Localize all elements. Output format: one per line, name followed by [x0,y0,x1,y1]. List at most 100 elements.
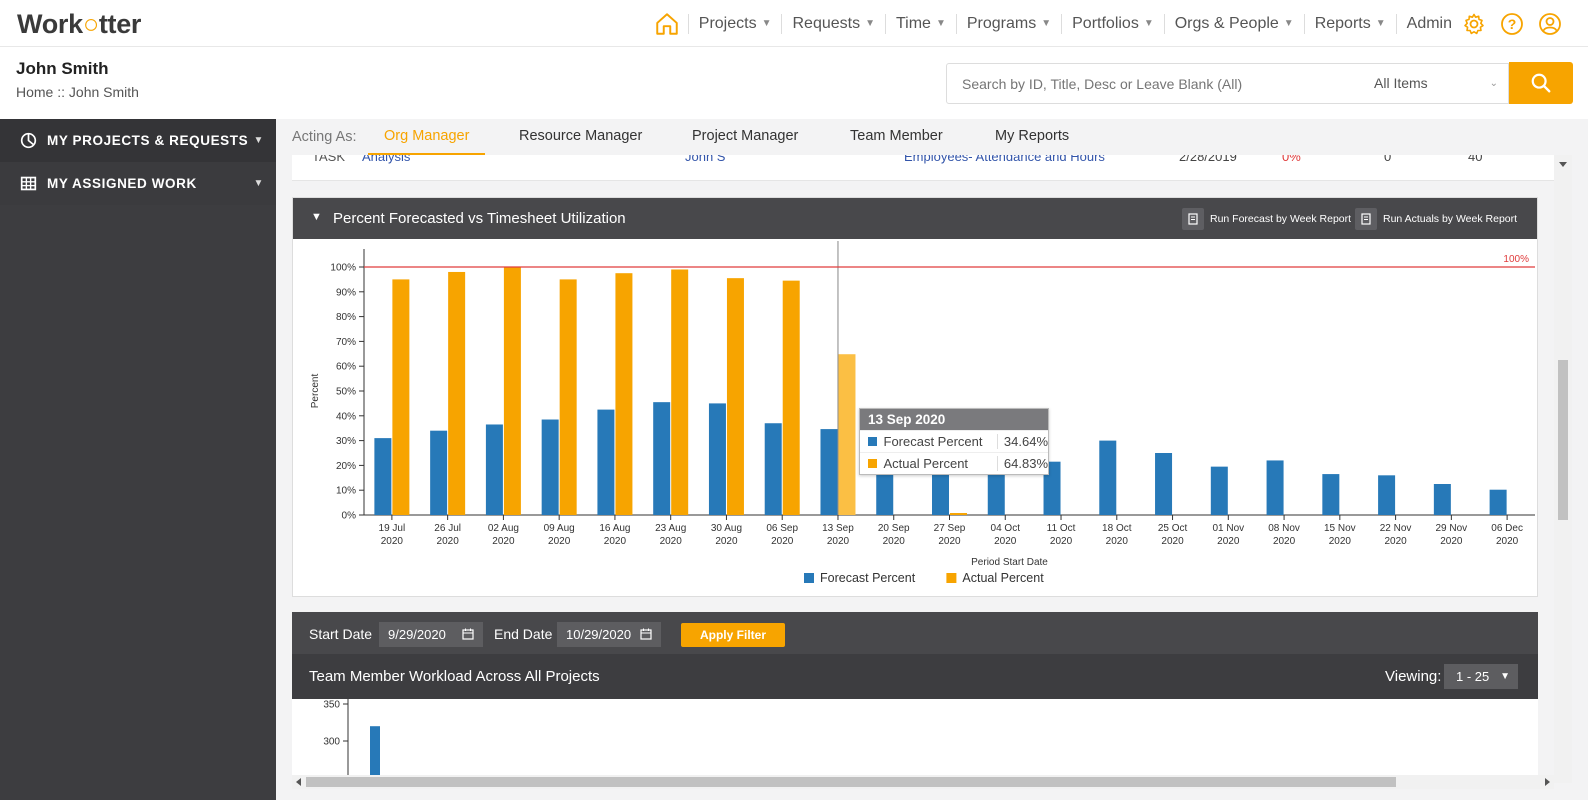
tab-org-manager[interactable]: Org Manager [368,128,486,155]
collapse-chevron-icon[interactable]: ▼ [311,211,322,223]
x-tick-label: 2020 [548,536,571,547]
calendar-icon[interactable] [640,628,652,640]
forecast-bar [430,430,448,515]
forecast-bar [1322,474,1340,515]
x-tick-label: 2020 [1440,536,1463,547]
scrollbar-thumb[interactable] [1558,360,1568,520]
search-input[interactable] [946,63,1360,104]
actual-bar [838,354,856,515]
acting-as-label: Acting As: [292,129,357,145]
scrollbar-thumb[interactable] [306,777,1396,787]
chevron-down-icon: ▼ [865,18,875,29]
tab-resource-manager[interactable]: Resource Manager [519,128,643,144]
x-tick-label: 08 Nov [1268,523,1300,534]
search-scope-select[interactable]: All Items ⌄ [1359,63,1509,104]
end-date-input[interactable]: 10/29/2020 [557,622,661,647]
forecast-bar [1266,460,1284,515]
sidebar-item-label: MY ASSIGNED WORK [47,176,197,191]
x-tick-label: 06 Sep [766,523,798,534]
horizontal-scrollbar[interactable] [292,775,1554,789]
forecast-bar [1489,489,1507,515]
x-tick-label: 11 Oct [1047,523,1076,534]
run-forecast-report-button[interactable]: Run Forecast by Week Report [1182,207,1351,231]
nav-programs[interactable]: Programs ▼ [955,13,1061,34]
nav-time[interactable]: Time ▼ [884,13,956,34]
y-tick-label: 70% [336,337,356,348]
help-icon[interactable]: ? [1500,12,1524,36]
scroll-right-arrow-icon[interactable] [1545,778,1550,786]
calendar-icon[interactable] [462,628,474,640]
grid-icon [20,176,37,191]
apply-filter-button[interactable]: Apply Filter [681,623,785,647]
gear-icon[interactable] [1462,12,1486,36]
nav-projects[interactable]: Projects ▼ [687,13,782,34]
chevron-down-icon: ▼ [1283,18,1294,29]
actual-bar [950,513,967,515]
x-tick-label: 2020 [771,536,794,547]
row-owner-link[interactable]: John S [685,155,726,164]
chevron-down-icon: ▼ [253,135,264,146]
chevron-down-icon: ▼ [1041,18,1052,29]
run-actuals-report-button[interactable]: Run Actuals by Week Report [1355,207,1517,231]
forecast-bar [653,402,671,515]
forecast-bar [764,423,782,515]
x-tick-label: 02 Aug [488,523,519,534]
forecast-bar [820,429,838,515]
report-icon [1355,208,1377,230]
tooltip-row-forecast: Forecast Percent 34.64% [860,430,1048,452]
legend-swatch [804,573,814,583]
nav-portfolios[interactable]: Portfolios ▼ [1061,13,1164,34]
workotter-logo[interactable]: Work○tter [17,9,142,39]
row-name-link[interactable]: Analysis [362,155,411,164]
tab-project-manager[interactable]: Project Manager [692,128,799,144]
y-tick-label: 40% [336,411,356,422]
chevron-down-icon: ⌄ [1489,78,1498,89]
start-date-input[interactable]: 9/29/2020 [379,622,483,647]
acting-as-bar: Acting As: Org Manager Resource Manager … [276,119,1588,155]
x-tick-label: 2020 [604,536,627,547]
nav-requests[interactable]: Requests ▼ [781,13,885,34]
viewing-range-select[interactable]: 1 - 25 ▼ [1444,664,1518,689]
forecast-bar [541,419,559,515]
tab-my-reports[interactable]: My Reports [995,128,1070,144]
sidebar-item-my-assigned-work[interactable]: MY ASSIGNED WORK ▼ [0,162,276,205]
nav-orgs-people[interactable]: Orgs & People ▼ [1163,13,1304,34]
y-tick-label: 100% [330,263,356,274]
forecast-bar [597,409,615,515]
x-tick-label: 20 Sep [878,523,910,534]
x-tick-label: 2020 [1106,536,1129,547]
reference-line-label: 100% [1503,254,1529,265]
nav-admin[interactable]: Admin [1395,13,1460,34]
x-tick-label: 22 Nov [1380,523,1412,534]
actual-bar [503,267,521,515]
scroll-up-arrow-icon[interactable] [1559,162,1567,167]
legend-swatch [868,437,877,446]
panel-header: ▼ Percent Forecasted vs Timesheet Utiliz… [293,198,1537,239]
x-tick-label: 2020 [1496,536,1519,547]
sidebar: MY PROJECTS & REQUESTS ▼ MY ASSIGNED WOR… [0,119,276,800]
x-tick-label: 15 Nov [1324,523,1356,534]
legend-swatch [868,459,877,468]
vertical-scrollbar[interactable] [1554,155,1572,783]
forecast-bar [1043,461,1061,515]
chevron-down-icon: ▼ [761,18,772,29]
y-tick-label: 300 [323,737,340,748]
sidebar-item-my-projects-requests[interactable]: MY PROJECTS & REQUESTS ▼ [0,119,276,162]
breadcrumb[interactable]: Home :: John Smith [16,84,139,100]
row-type: TASK [312,155,345,164]
table-row[interactable]: TASK Analysis John S Employees- Attendan… [292,155,1554,181]
user-profile-icon[interactable] [1538,12,1562,36]
home-icon[interactable] [654,11,680,37]
nav-reports[interactable]: Reports ▼ [1303,13,1396,34]
x-axis-label: Period Start Date [971,557,1048,568]
forecast-bar [932,466,949,515]
y-tick-label: 20% [336,461,356,472]
y-tick-label: 30% [336,436,356,447]
workload-bar-chart: 350 300 [323,699,380,783]
forecast-bar [485,424,503,515]
utilization-bar-chart: 0% 10% 20% 30% 40% 50% 60% 70% 80% 90% 100% Percent… [310,241,1535,585]
scroll-left-arrow-icon[interactable] [296,778,301,786]
search-button[interactable] [1509,62,1573,104]
tab-team-member[interactable]: Team Member [850,128,943,144]
row-project-link[interactable]: Employees- Attendance and Hours [904,155,1105,164]
